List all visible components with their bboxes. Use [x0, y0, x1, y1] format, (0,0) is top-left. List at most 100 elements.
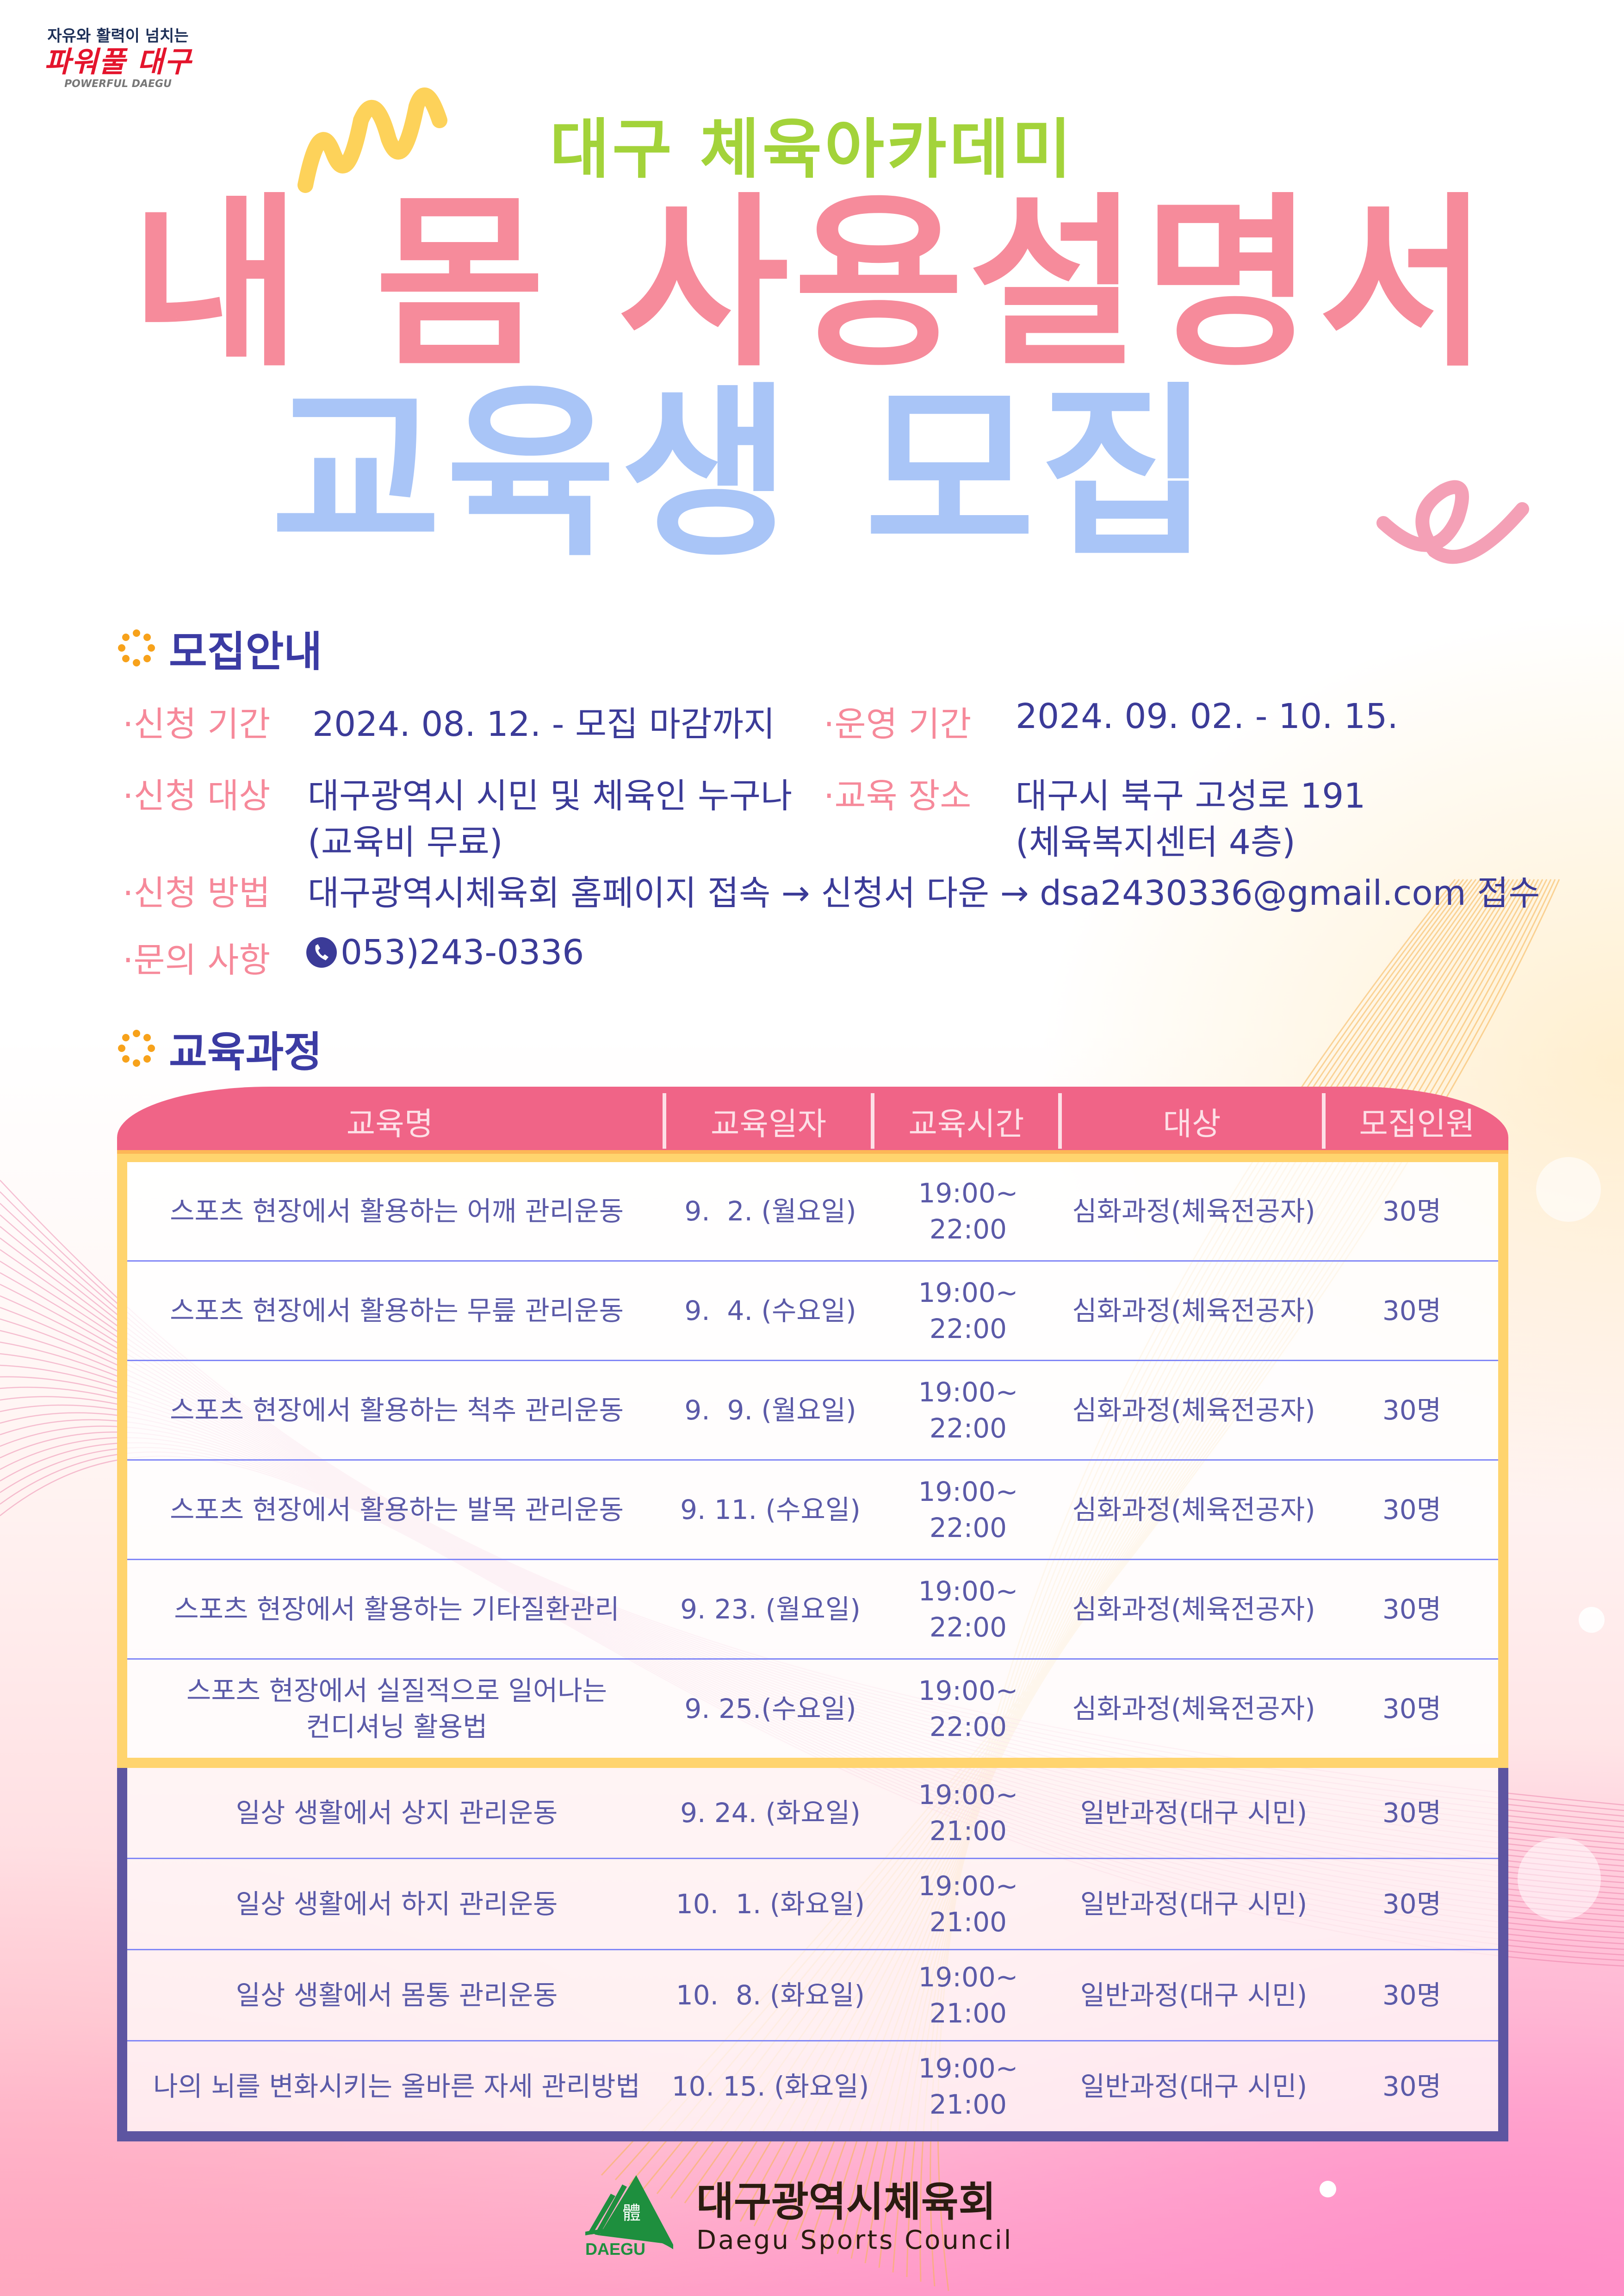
- time-end: 22:00: [929, 1512, 1007, 1543]
- course-name-line: 일상 생활에서 하지 관리운동: [236, 1888, 558, 1920]
- course-name-line: 스포츠 현장에서 활용하는 척추 관리운동: [170, 1394, 624, 1426]
- time-start: 19:00~: [918, 1961, 1018, 1993]
- course-time: 19:00~ 22:00: [874, 1573, 1062, 1645]
- course-capacity: 30명: [1382, 1888, 1442, 1920]
- daegu-sports-council-emblem: 體 DAEGU: [585, 2175, 673, 2259]
- course-name: 스포츠 현장에서 활용하는 기타질환관리: [127, 1591, 666, 1627]
- course-target: 일반과정(대구 시민): [1080, 1797, 1308, 1829]
- course-table: 교육명 교육일자 교육시간 대상 모집인원 스포츠 현장에서 활용하는 어깨 관…: [117, 1087, 1508, 2141]
- time-start: 19:00~: [918, 1476, 1018, 1507]
- info-label: ·신청 방법: [123, 865, 270, 915]
- time-start: 19:00~: [918, 1177, 1018, 1209]
- courses-heading-text: 교육과정: [169, 1028, 322, 1076]
- time-end: 22:00: [929, 1213, 1007, 1245]
- course-name-line: 나의 뇌를 변화시키는 올바른 자세 관리방법: [153, 2071, 640, 2102]
- table-row: 일상 생활에서 몸통 관리운동 10. 8. (화요일) 19:00~ 21:00 일반…: [127, 1950, 1498, 2041]
- table-row: 스포츠 현장에서 활용하는 기타질환관리 9. 23. (월요일) 19:00~ 22…: [127, 1560, 1498, 1660]
- time-start: 19:00~: [918, 2053, 1018, 2084]
- course-date: 10. 15. (화요일): [671, 2071, 869, 2102]
- course-capacity: 30명: [1382, 1295, 1442, 1326]
- table-row: 스포츠 현장에서 활용하는 척추 관리운동 9. 9. (월요일) 19:00~ 22…: [127, 1361, 1498, 1461]
- time-start: 19:00~: [918, 1779, 1018, 1811]
- course-date: 10. 1. (화요일): [676, 1888, 865, 1920]
- course-target: 심화과정(체육전공자): [1072, 1394, 1315, 1426]
- course-date: 9. 11. (수요일): [680, 1494, 861, 1525]
- course-capacity: 30명: [1382, 1195, 1442, 1227]
- course-target: 일반과정(대구 시민): [1080, 1888, 1308, 1920]
- time-end: 21:00: [929, 1815, 1007, 1847]
- info-value: 2024. 08. 12. - 모집 마감까지: [312, 704, 775, 744]
- course-capacity: 30명: [1382, 1494, 1442, 1525]
- info-value: 2024. 09. 02. - 10. 15.: [1016, 697, 1398, 736]
- time-end: 21:00: [929, 1997, 1007, 2029]
- course-capacity: 30명: [1382, 1693, 1442, 1724]
- time-start: 19:00~: [918, 1870, 1018, 1902]
- info-value: (체육복지센터 4층): [1016, 822, 1295, 862]
- powerful-daegu-logo: 자유와 활력이 넘치는 파워풀 대구 POWERFUL DAEGU: [42, 23, 194, 90]
- time-start: 19:00~: [918, 1675, 1018, 1706]
- time-end: 21:00: [929, 2089, 1007, 2120]
- table-row: 일상 생활에서 하지 관리운동 10. 1. (화요일) 19:00~ 21:00 일반…: [127, 1859, 1498, 1950]
- info-label: ·신청 대상: [123, 768, 270, 818]
- course-name: 스포츠 현장에서 활용하는 무릎 관리운동: [127, 1293, 666, 1329]
- sun-dots-icon: [118, 629, 155, 666]
- course-name-line: 일상 생활에서 몸통 관리운동: [236, 1979, 558, 2011]
- phone-number: 053)243-0336: [341, 933, 584, 972]
- logo-english: POWERFUL DAEGU: [64, 78, 172, 90]
- course-capacity: 30명: [1382, 1593, 1442, 1625]
- course-name: 스포츠 현장에서 활용하는 어깨 관리운동: [127, 1193, 666, 1229]
- emblem-daegu-text: DAEGU: [585, 2240, 645, 2259]
- org-name-english: Daegu Sports Council: [696, 2225, 1013, 2255]
- table-row: 일상 생활에서 상지 관리운동 9. 24. (화요일) 19:00~ 21:00 일반…: [127, 1768, 1498, 1859]
- general-course-group: 일상 생활에서 상지 관리운동 9. 24. (화요일) 19:00~ 21:00 일반…: [117, 1768, 1508, 2141]
- info-phone: 053)243-0336: [305, 933, 584, 972]
- academy-subtitle: 대구 체육아카데미: [550, 112, 1074, 187]
- course-name-line: 스포츠 현장에서 실질적으로 일어나는: [186, 1675, 607, 1706]
- course-name: 일상 생활에서 상지 관리운동: [127, 1795, 666, 1831]
- course-time: 19:00~ 21:00: [874, 1777, 1062, 1849]
- recruit-heading-text: 모집안내: [169, 628, 322, 676]
- time-end: 22:00: [929, 1612, 1007, 1643]
- info-value: 대구시 북구 고성로 191: [1016, 776, 1366, 816]
- info-label: ·문의 사항: [123, 933, 270, 982]
- course-name-line: 스포츠 현장에서 활용하는 발목 관리운동: [170, 1494, 624, 1525]
- info-value: 대구광역시체육회 홈페이지 접속 → 신청서 다운 → dsa2430336@g…: [308, 873, 1540, 913]
- course-name: 일상 생활에서 하지 관리운동: [127, 1886, 666, 1922]
- info-label-text: ·문의 사항: [123, 940, 271, 980]
- course-name: 스포츠 현장에서 활용하는 척추 관리운동: [127, 1392, 666, 1428]
- table-row: 나의 뇌를 변화시키는 올바른 자세 관리방법 10. 15. (화요일) 19:0…: [127, 2041, 1498, 2131]
- column-header: 교육시간: [874, 1093, 1062, 1149]
- info-label-text: ·운영 기간: [824, 704, 972, 744]
- course-date: 9. 23. (월요일): [680, 1593, 861, 1625]
- course-name-line: 스포츠 현장에서 활용하는 기타질환관리: [174, 1593, 620, 1625]
- column-header: 모집인원: [1359, 1106, 1475, 1143]
- course-date: 9. 25.(수요일): [684, 1693, 856, 1724]
- recruit-heading: 모집안내: [118, 618, 322, 678]
- course-target: 일반과정(대구 시민): [1080, 2071, 1308, 2102]
- course-date: 10. 8. (화요일): [676, 1979, 865, 2011]
- course-target: 심화과정(체육전공자): [1072, 1295, 1315, 1326]
- course-target: 심화과정(체육전공자): [1072, 1593, 1315, 1625]
- course-capacity: 30명: [1382, 1394, 1442, 1426]
- course-name-line: 컨디셔닝 활용법: [306, 1711, 488, 1742]
- info-label-text: ·신청 방법: [123, 873, 271, 913]
- course-time: 19:00~ 21:00: [874, 1959, 1062, 2031]
- table-row: 스포츠 현장에서 활용하는 발목 관리운동 9. 11. (수요일) 19:00~ 2…: [127, 1461, 1498, 1560]
- course-capacity: 30명: [1382, 1797, 1442, 1829]
- main-title-line2: 교육생 모집: [271, 367, 1215, 582]
- course-time: 19:00~ 22:00: [874, 1673, 1062, 1745]
- table-row: 스포츠 현장에서 활용하는 무릎 관리운동 9. 4. (수요일) 19:00~ 22…: [127, 1262, 1498, 1361]
- time-end: 21:00: [929, 1906, 1007, 1938]
- course-name: 나의 뇌를 변화시키는 올바른 자세 관리방법: [127, 2068, 666, 2104]
- phone-icon: [306, 937, 337, 968]
- sun-dots-icon: [118, 1030, 155, 1067]
- course-name: 스포츠 현장에서 활용하는 발목 관리운동: [127, 1492, 666, 1528]
- time-end: 22:00: [929, 1412, 1007, 1444]
- info-label-text: ·교육 장소: [824, 776, 972, 816]
- course-target: 심화과정(체육전공자): [1072, 1195, 1315, 1227]
- course-date: 9. 4. (수요일): [684, 1295, 856, 1326]
- info-label: ·교육 장소: [824, 768, 971, 818]
- info-value: 대구광역시 시민 및 체육인 누구나: [308, 776, 793, 816]
- courses-heading: 교육과정: [118, 1018, 322, 1078]
